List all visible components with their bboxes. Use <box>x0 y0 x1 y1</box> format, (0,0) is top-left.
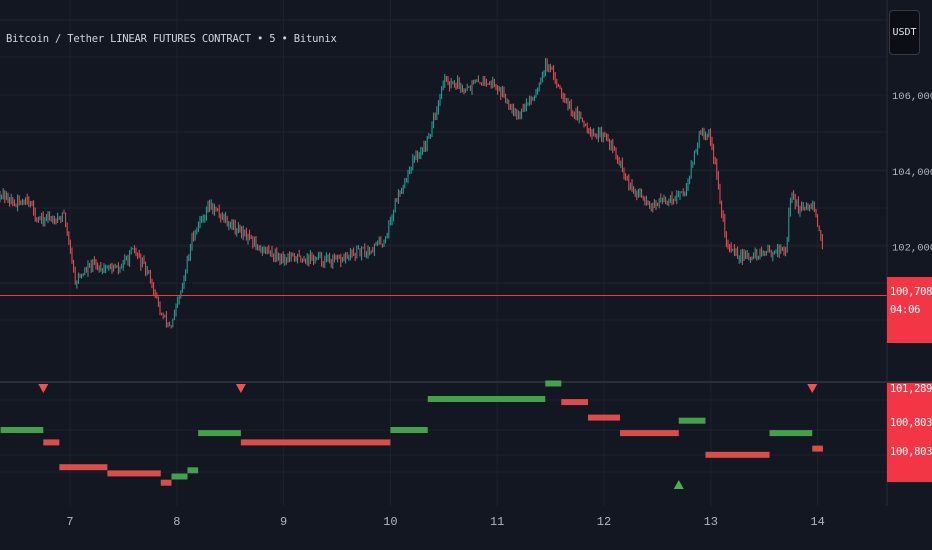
price-axis-tick-label: 106,000.0 <box>892 91 932 103</box>
buy-signal-marker <box>673 480 684 489</box>
price-axis-tick-label: 102,000.0 <box>892 243 932 255</box>
indicator-step-segment <box>160 479 172 486</box>
chart-legend-title: Bitcoin / Tether LINEAR FUTURES CONTRACT… <box>6 33 337 45</box>
indicator-step-segment <box>427 396 546 402</box>
time-axis[interactable]: 7 8 9 10 11 12 13 14 <box>66 515 824 529</box>
indicator-step-segment <box>107 470 161 477</box>
last-price-tag[interactable]: 100,708.6 04:06 <box>887 277 932 343</box>
indicator-step-segment <box>0 427 44 433</box>
indicator-value-tags[interactable]: 101,289.7 100,803.9 100,803.9 <box>887 383 932 482</box>
time-axis-tick-label: 8 <box>173 515 180 529</box>
time-axis-tick-label: 9 <box>280 515 287 529</box>
indicator-step-segment <box>812 445 823 452</box>
indicator-label-middle: 100,803.9 <box>890 417 932 429</box>
indicator-step-segment <box>198 430 241 437</box>
time-axis-tick-label: 10 <box>383 515 397 529</box>
last-price-value: 100,708.6 <box>890 286 932 298</box>
price-axis[interactable]: 106,000.0 104,000.0 102,000.0 <box>892 91 932 255</box>
currency-button[interactable]: USDT <box>889 10 920 55</box>
price-candles <box>0 58 823 329</box>
indicator-step-segment <box>545 380 562 387</box>
bar-countdown: 04:06 <box>890 304 921 316</box>
indicator-step-segment <box>171 473 188 480</box>
indicator-step-segment <box>390 427 428 433</box>
indicator-step-segment <box>705 451 770 458</box>
indicator-step-segment <box>769 430 813 437</box>
indicator-label-lower: 100,803.9 <box>890 446 932 458</box>
sell-signal-marker <box>235 384 246 393</box>
time-axis-tick-label: 7 <box>66 515 73 529</box>
indicator-step-segment <box>561 399 588 406</box>
indicator-step-segment <box>620 430 679 437</box>
indicator-step-segment <box>587 414 621 421</box>
price-axis-tick-label: 104,000.0 <box>892 167 932 179</box>
indicator-step-segment <box>187 467 199 474</box>
signal-markers <box>38 384 818 489</box>
time-axis-tick-label: 11 <box>490 515 504 529</box>
time-axis-tick-label: 12 <box>597 515 611 529</box>
sell-signal-marker <box>38 384 49 393</box>
indicator-step-segment <box>43 439 60 446</box>
time-axis-tick-label: 13 <box>704 515 718 529</box>
indicator-label-upper: 101,289.7 <box>890 383 932 395</box>
time-axis-tick-label: 14 <box>810 515 824 529</box>
sell-signal-marker <box>807 384 818 393</box>
indicator-step-segment <box>678 417 706 424</box>
indicator-pane <box>0 380 823 486</box>
indicator-step-segment <box>240 439 391 446</box>
indicator-step-segment <box>59 464 108 471</box>
